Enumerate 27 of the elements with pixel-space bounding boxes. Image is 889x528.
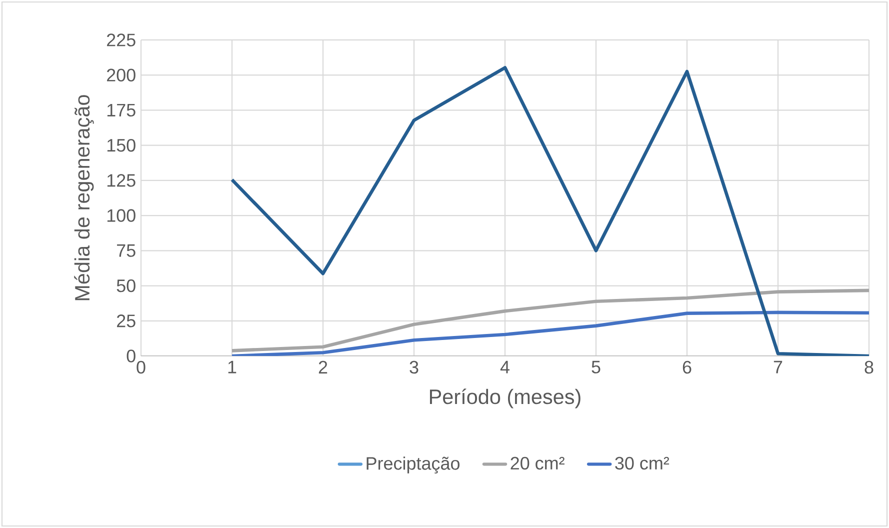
y-tick-label: 25 — [117, 314, 136, 328]
y-tick-label: 50 — [116, 279, 136, 292]
y-tick-label: 100 — [107, 209, 136, 222]
y-tick-label: 75 — [117, 244, 136, 257]
y-tick-label: 200 — [107, 68, 136, 82]
y-tick-label: 150 — [107, 138, 136, 152]
y-tick-label: 225 — [107, 34, 136, 46]
x-tick-label: 3 — [410, 360, 418, 374]
y-tick-label: 175 — [107, 104, 136, 116]
x-tick-label: 1 — [228, 360, 236, 374]
x-axis-title: Período (meses) — [430, 388, 580, 408]
x-tick-label: 2 — [318, 360, 328, 374]
x-tick-label: 5 — [592, 360, 600, 374]
legend-label: 20 cm² — [510, 456, 564, 470]
line-series — [230, 310, 870, 356]
x-tick-label: 8 — [864, 360, 874, 374]
legend-label: 30 cm² — [615, 456, 670, 470]
y-tick-label: 125 — [107, 174, 136, 187]
legend-label: Preciptação — [366, 456, 460, 474]
x-tick-label: 4 — [500, 360, 510, 374]
line-series — [230, 66, 870, 356]
y-axis-title: Média de regeneração — [74, 95, 94, 300]
x-tick-label: 7 — [774, 360, 782, 374]
x-tick-label: 6 — [682, 360, 692, 374]
line-series — [230, 288, 870, 352]
y-tick-label: 0 — [126, 350, 136, 362]
x-tick-label: 0 — [136, 360, 146, 374]
